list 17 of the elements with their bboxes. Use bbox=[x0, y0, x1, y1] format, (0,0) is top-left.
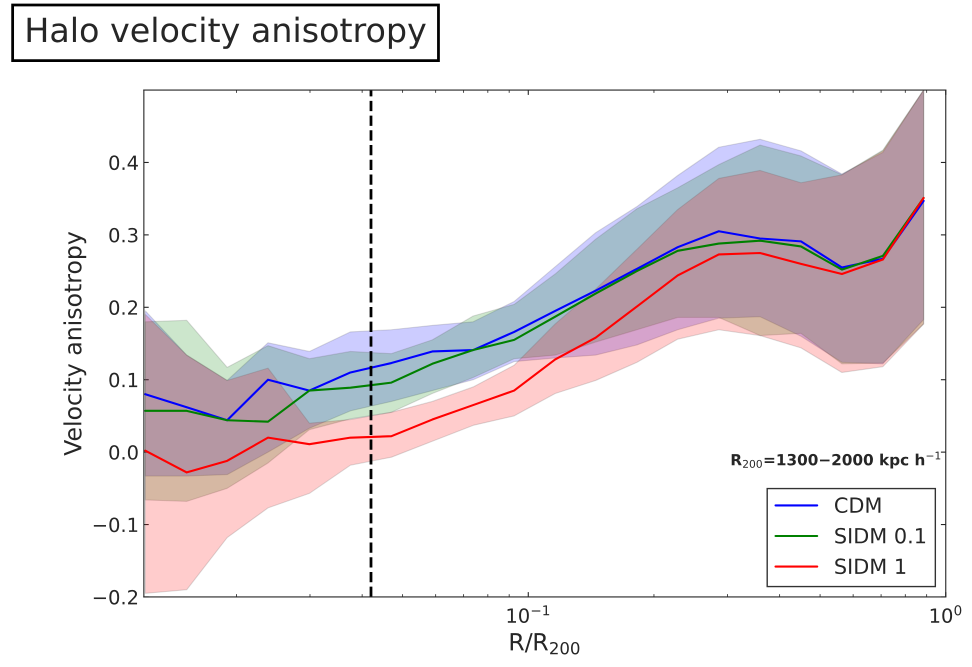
y-axis-title: Velocity anisotropy bbox=[63, 232, 86, 456]
legend-label: SIDM 1 bbox=[835, 558, 906, 574]
annotation: R$_{200}$=1300−2000 kpc h$^{−1}$ bbox=[732, 452, 940, 468]
y-tick-label: 0.0 bbox=[109, 445, 138, 460]
x-axis-title: R/R$_{200}$ bbox=[510, 633, 580, 654]
y-tick-label: 0.4 bbox=[109, 155, 138, 170]
legend-label: SIDM 0.1 bbox=[835, 528, 926, 544]
x-tick-label: 10$^{−1}$ bbox=[508, 605, 550, 623]
y-tick-label: −0.2 bbox=[94, 590, 138, 605]
line-series bbox=[144, 196, 925, 474]
y-tick-label: −0.1 bbox=[94, 518, 138, 532]
y-tick-label: 0.1 bbox=[109, 372, 138, 388]
x-tick-label: 10$^{0}$ bbox=[930, 605, 962, 623]
chart-title: Halo velocity anisotropy bbox=[28, 16, 426, 49]
y-tick-label: 0.3 bbox=[109, 228, 138, 243]
y-tick-label: 0.2 bbox=[109, 300, 138, 315]
legend-label: CDM bbox=[835, 497, 880, 514]
